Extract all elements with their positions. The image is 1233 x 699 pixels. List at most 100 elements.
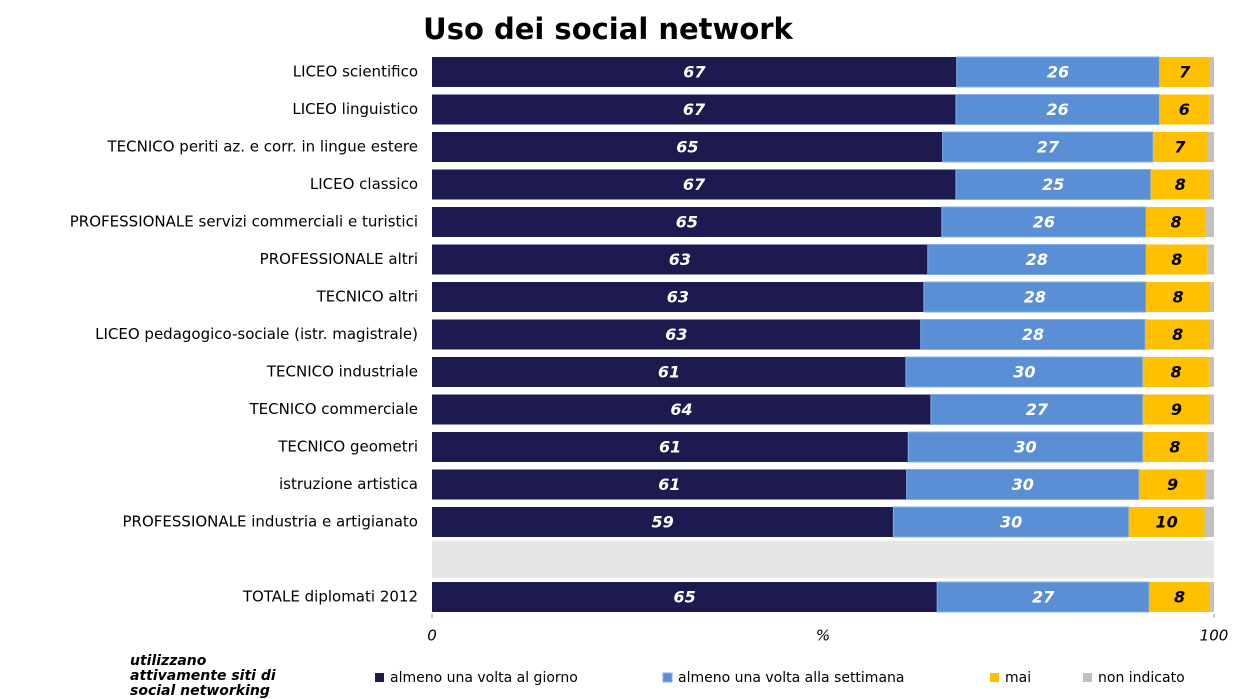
bar-segment [907,431,1144,463]
category-label: LICEO scientifico [293,63,418,81]
data-label: 7 [1179,63,1191,82]
bar-segment [906,469,1140,500]
bar-segment [1145,282,1211,312]
data-label: 8 [1174,588,1185,607]
empty-row [432,540,1214,579]
data-label: 8 [1172,288,1183,307]
bar-segment [955,169,1152,200]
data-label: 30 [1000,513,1022,532]
data-label: 30 [1012,475,1034,494]
bar-segment [1210,582,1214,612]
data-label: 67 [683,175,706,194]
data-label: 65 [676,138,698,157]
bar-segment [432,132,943,162]
data-label: 27 [1026,400,1049,419]
data-label: 30 [1013,363,1035,382]
bar-segment [1209,357,1214,387]
data-label: 65 [673,588,695,607]
x-axis-label: % [816,627,830,645]
bar-segment [1145,207,1207,237]
data-label: 8 [1171,363,1182,382]
data-label: 8 [1175,175,1186,194]
bar-segment [432,282,924,312]
bar-segment [892,506,1130,538]
category-label: LICEO classico [310,175,418,193]
bar-segment [930,394,1144,425]
bar-segment [432,319,921,350]
data-label: 27 [1037,138,1060,157]
bar-segment [1210,319,1214,350]
bar-segment [1206,432,1214,462]
bar-segment [1206,132,1214,162]
bar-segment [432,244,928,275]
data-label: 63 [667,288,689,307]
data-label: 9 [1171,400,1182,419]
category-label: TECNICO periti az. e corr. in lingue est… [107,138,419,156]
bar-segment [955,94,1160,125]
bar-segment [432,394,931,425]
category-label: LICEO pedagogico-sociale (istr. magistra… [95,325,418,343]
bar-segment [1210,169,1214,200]
bar-segment [942,131,1154,163]
bar-segment [1149,582,1211,612]
data-label: 8 [1171,213,1182,232]
bar-segment [927,244,1147,275]
bar-segment [905,356,1144,388]
legend-label: non indicato [1098,670,1185,686]
legend-swatch [990,673,999,682]
category-label: TECNICO geometri [277,438,418,456]
bar-segment [1138,469,1207,500]
data-label: 26 [1046,100,1068,119]
category-label: PROFESSIONALE altri [260,250,418,268]
chart-title: Uso dei social network [423,12,793,46]
category-label: PROFESSIONALE industria e artigianato [123,513,418,531]
category-label: istruzione artistica [279,475,418,493]
bar-segment [1210,394,1214,425]
legend-swatch [662,672,673,683]
bar-segment [941,206,1147,238]
bar-segment [1210,57,1214,87]
data-label: 28 [1026,250,1048,269]
bar-segment [432,57,957,87]
bar-segment [432,94,956,125]
data-label: 9 [1167,475,1178,494]
bar-segment [1207,244,1214,275]
legend-label: almeno una volta al giorno [390,670,578,686]
category-label: LICEO linguistico [292,100,418,118]
legend-title: utilizzano attivamente siti di social ne… [130,653,276,699]
bar-segment [1159,57,1211,87]
data-label: 28 [1022,325,1044,344]
bar-segment [432,357,906,387]
data-label: 61 [659,438,681,457]
data-label: 64 [670,400,692,419]
bar-segment [432,432,909,462]
data-label: 61 [658,475,680,494]
bar-segment [432,469,907,500]
bar-segment [1142,357,1210,387]
bar-segment [1204,507,1214,537]
data-label: 8 [1171,250,1182,269]
bar-segment [1150,169,1211,200]
data-label: 67 [683,100,706,119]
category-label: PROFESSIONALE servizi commerciali e turi… [70,213,418,231]
data-label: 8 [1172,325,1183,344]
bar-segment [923,281,1147,313]
bar-segment [1206,469,1214,500]
x-tick-label: 100 [1200,627,1229,645]
bar-segment [920,319,1146,350]
data-label: 6 [1179,100,1190,119]
legend-swatch [1083,673,1092,682]
category-label: TOTALE diplomati 2012 [242,588,418,606]
data-label: 27 [1032,588,1055,607]
data-label: 28 [1024,288,1046,307]
bar-segment [1153,132,1207,162]
category-label: TECNICO industriale [266,363,418,381]
data-label: 26 [1047,63,1069,82]
data-label: 61 [658,363,680,382]
data-label: 26 [1033,213,1055,232]
legend-swatch [375,673,384,682]
bar-segment [432,582,938,612]
x-tick-label: 0 [427,627,437,645]
